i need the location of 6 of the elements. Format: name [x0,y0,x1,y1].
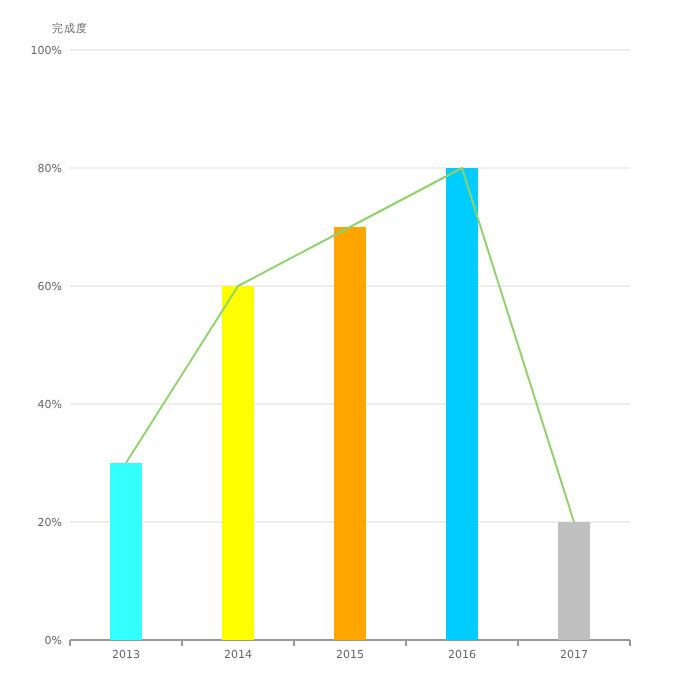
bar [446,168,478,640]
bar [222,286,254,640]
bar [110,463,142,640]
bar [334,227,366,640]
bar [558,522,590,640]
line-series [125,167,575,523]
